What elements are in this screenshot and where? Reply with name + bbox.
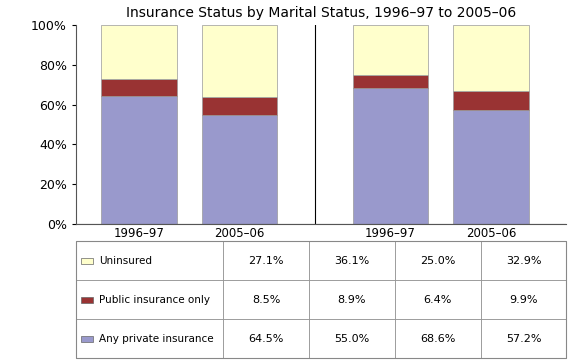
Text: 36.1%: 36.1% [334, 256, 370, 266]
Text: 9.9%: 9.9% [509, 295, 538, 305]
Bar [76, 280, 223, 319]
Bar [481, 280, 566, 319]
Text: Uninsured: Uninsured [99, 256, 152, 266]
Bar [395, 280, 481, 319]
Bar [201, 97, 277, 114]
Text: 55.0%: 55.0% [334, 334, 370, 344]
Bar [309, 242, 395, 280]
Text: 68.6%: 68.6% [420, 334, 456, 344]
Bar [353, 88, 428, 224]
Text: 27.1%: 27.1% [248, 256, 284, 266]
Bar [223, 280, 309, 319]
Text: Unmarried: Unmarried [156, 248, 222, 261]
Bar [481, 242, 566, 280]
Bar [76, 242, 223, 280]
Bar [201, 114, 277, 224]
Text: 64.5%: 64.5% [248, 334, 284, 344]
Bar [395, 319, 481, 358]
Bar [453, 25, 529, 91]
Text: 8.9%: 8.9% [338, 295, 366, 305]
Bar [101, 79, 176, 96]
Bar [101, 96, 176, 224]
Bar [353, 75, 428, 88]
Bar [76, 242, 566, 358]
Text: Public insurance only: Public insurance only [99, 295, 210, 305]
Text: Any private insurance: Any private insurance [99, 334, 214, 344]
Bar [395, 242, 481, 280]
Bar [309, 319, 395, 358]
Bar [81, 297, 93, 303]
Bar [453, 91, 529, 110]
Bar [353, 25, 428, 75]
Bar [309, 280, 395, 319]
Bar [201, 25, 277, 97]
Bar [101, 25, 176, 79]
Text: 8.5%: 8.5% [252, 295, 280, 305]
Text: Married: Married [417, 248, 464, 261]
Bar [81, 336, 93, 342]
Text: 6.4%: 6.4% [423, 295, 452, 305]
Text: 57.2%: 57.2% [506, 334, 541, 344]
Title: Insurance Status by Marital Status, 1996–97 to 2005–06: Insurance Status by Marital Status, 1996… [126, 6, 516, 20]
Text: 32.9%: 32.9% [506, 256, 541, 266]
Bar [481, 319, 566, 358]
Bar [223, 319, 309, 358]
Text: 25.0%: 25.0% [420, 256, 456, 266]
Bar [81, 258, 93, 264]
Bar [453, 110, 529, 224]
Bar [76, 319, 223, 358]
Bar [223, 242, 309, 280]
